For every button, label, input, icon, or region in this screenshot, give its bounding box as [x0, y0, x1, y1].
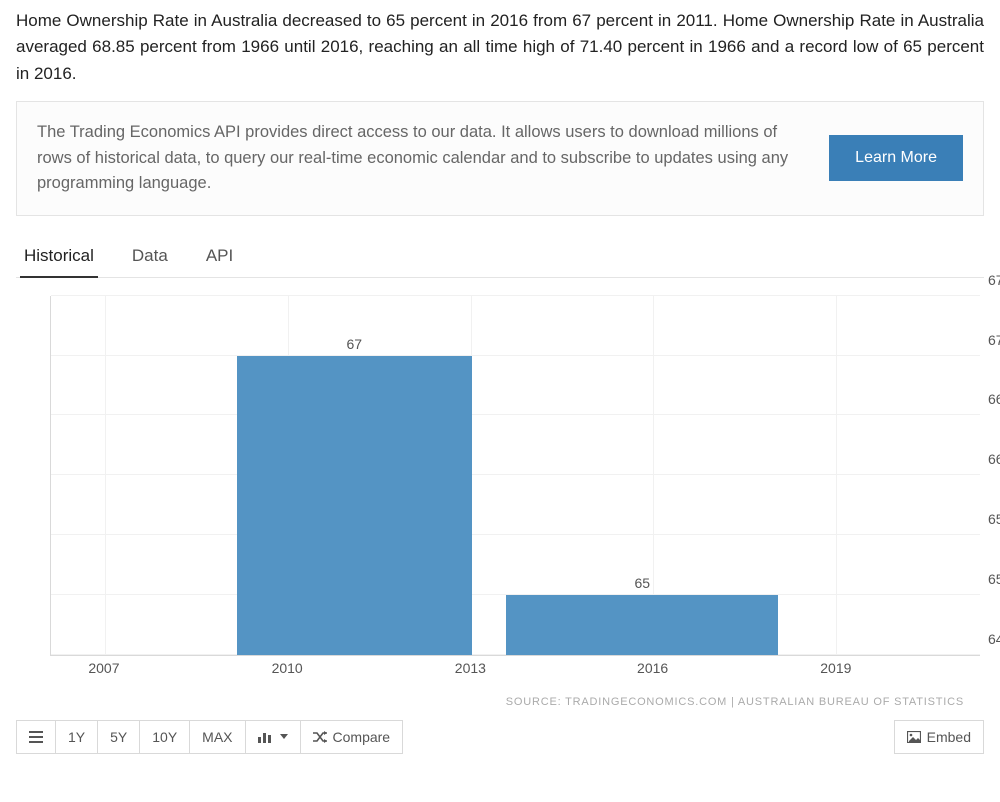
image-icon	[907, 731, 921, 743]
chart-gridline	[51, 355, 980, 356]
chart-x-tick: 2013	[455, 660, 486, 676]
chart-toolbar: 1Y 5Y 10Y MAX Compare Embed	[16, 720, 984, 754]
chevron-down-icon	[280, 734, 288, 739]
chart-plot-area: 64.56565.56666.56767.56765	[50, 296, 980, 656]
chart-y-tick: 66.5	[988, 391, 1000, 407]
chart-y-tick: 65.5	[988, 511, 1000, 527]
range-1y-button[interactable]: 1Y	[55, 720, 98, 754]
tab-api[interactable]: API	[202, 238, 237, 278]
bar-chart-icon	[258, 731, 272, 743]
chart-y-tick: 67.5	[988, 272, 1000, 288]
embed-label: Embed	[927, 729, 971, 745]
list-icon	[29, 731, 43, 743]
tab-historical[interactable]: Historical	[20, 238, 98, 278]
chart-bar-label: 65	[612, 575, 672, 591]
chart-gridline	[51, 474, 980, 475]
chart-vline	[836, 296, 837, 655]
chart-y-tick: 65	[988, 571, 1000, 587]
chart-y-tick: 67	[988, 332, 1000, 348]
chart-gridline	[51, 414, 980, 415]
range-max-button[interactable]: MAX	[189, 720, 245, 754]
tabs: Historical Data API	[16, 238, 984, 278]
chart-gridline	[51, 534, 980, 535]
api-callout-text: The Trading Economics API provides direc…	[37, 120, 805, 197]
chart-x-tick: 2010	[272, 660, 303, 676]
range-5y-button[interactable]: 5Y	[97, 720, 140, 754]
chart-x-tick: 2007	[88, 660, 119, 676]
chart-x-tick: 2019	[820, 660, 851, 676]
learn-more-button[interactable]: Learn More	[829, 135, 963, 181]
chart-bar[interactable]	[237, 356, 472, 655]
embed-button[interactable]: Embed	[894, 720, 984, 754]
chart-type-button[interactable]	[245, 720, 301, 754]
chart-vline	[105, 296, 106, 655]
shuffle-icon	[313, 731, 327, 743]
toolbar-right-group: Embed	[894, 720, 984, 754]
toolbar-left-group: 1Y 5Y 10Y MAX Compare	[16, 720, 403, 754]
list-view-button[interactable]	[16, 720, 56, 754]
compare-button[interactable]: Compare	[300, 720, 404, 754]
range-10y-button[interactable]: 10Y	[139, 720, 190, 754]
chart-bar-label: 67	[324, 336, 384, 352]
chart: 64.56565.56666.56767.56765 2007201020132…	[16, 292, 984, 686]
chart-x-tick: 2016	[637, 660, 668, 676]
chart-bar[interactable]	[506, 595, 778, 655]
api-callout: The Trading Economics API provides direc…	[16, 101, 984, 216]
chart-x-axis: 2007 2010 2013 2016 2019	[50, 660, 980, 686]
chart-y-tick: 64.5	[988, 631, 1000, 647]
chart-y-tick: 66	[988, 451, 1000, 467]
intro-paragraph: Home Ownership Rate in Australia decreas…	[16, 8, 984, 87]
chart-source: SOURCE: TRADINGECONOMICS.COM | AUSTRALIA…	[16, 696, 964, 708]
compare-label: Compare	[333, 729, 391, 745]
chart-gridline	[51, 295, 980, 296]
tab-data[interactable]: Data	[128, 238, 172, 278]
